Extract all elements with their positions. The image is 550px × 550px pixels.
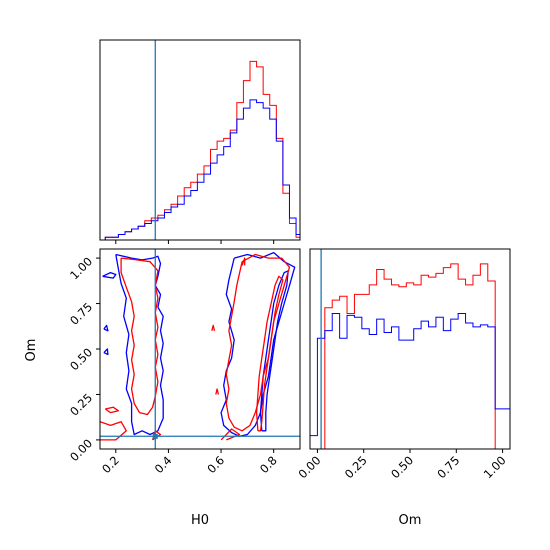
contour-ytick-label-0: 0.00 bbox=[67, 436, 95, 464]
om-hist-frame bbox=[309, 248, 511, 450]
contour-1-path-2 bbox=[255, 275, 284, 432]
contour-xtick-label-3: 0.8 bbox=[257, 453, 280, 476]
om-hist-xtick-label-2: 0.50 bbox=[388, 453, 416, 481]
x-axis-label-h0: H0 bbox=[191, 513, 209, 528]
om-hist-series-0 bbox=[310, 263, 510, 449]
om-hist-xtick-label-4: 1.00 bbox=[481, 453, 509, 481]
contour-xtick-label-2: 0.6 bbox=[204, 453, 227, 476]
y-axis-label-om: Om bbox=[24, 339, 39, 362]
h0-histogram-panel bbox=[99, 39, 301, 244]
contour-ytick-label-4: 1.00 bbox=[67, 254, 95, 282]
om-hist-xtick-label-3: 0.75 bbox=[434, 453, 462, 481]
om-hist-series-1 bbox=[310, 312, 510, 449]
contour-xtick-label-1: 0.4 bbox=[152, 453, 175, 476]
contour-1-path-4 bbox=[104, 406, 120, 414]
truth-marker bbox=[152, 433, 158, 439]
contour-1-path-6 bbox=[220, 428, 241, 441]
om-histogram-panel: 0.00 0.25 0.50 0.75 1.00 bbox=[296, 248, 511, 481]
contour-1-path-0 bbox=[120, 257, 159, 416]
h0-hist-frame bbox=[99, 39, 301, 241]
contour-1-path-3 bbox=[100, 421, 127, 441]
om-hist-xtick-label-1: 0.25 bbox=[342, 453, 370, 481]
contour-0-path-3 bbox=[102, 271, 117, 279]
x-axis-label-om: Om bbox=[399, 513, 422, 528]
contour-ytick-label-1: 0.25 bbox=[67, 391, 95, 419]
h0-hist-series-0 bbox=[100, 60, 300, 240]
contour-0-path-2 bbox=[259, 270, 289, 432]
contour-1-path-8 bbox=[211, 324, 216, 331]
contour-ytick-label-2: 0.50 bbox=[67, 345, 95, 373]
contour-1-path-7 bbox=[241, 257, 246, 266]
contour-0-path-4 bbox=[103, 324, 109, 332]
contour-0-path-1 bbox=[220, 251, 296, 437]
contour-0-path-0 bbox=[115, 253, 164, 436]
contour-1-path-1 bbox=[225, 253, 291, 432]
h0-om-contour-panel: 0.2 0.4 0.6 0.8 0.00 0.25 0.50 0.75 1.00 bbox=[67, 248, 301, 476]
contour-1-path-9 bbox=[215, 388, 220, 395]
contour-ytick-label-3: 0.75 bbox=[67, 300, 95, 328]
contour-xtick-label-0: 0.2 bbox=[99, 453, 122, 476]
h0-hist-series-1 bbox=[100, 99, 300, 240]
contour-0-path-5 bbox=[103, 348, 109, 356]
om-hist-xtick-label-0: 0.00 bbox=[296, 453, 324, 481]
